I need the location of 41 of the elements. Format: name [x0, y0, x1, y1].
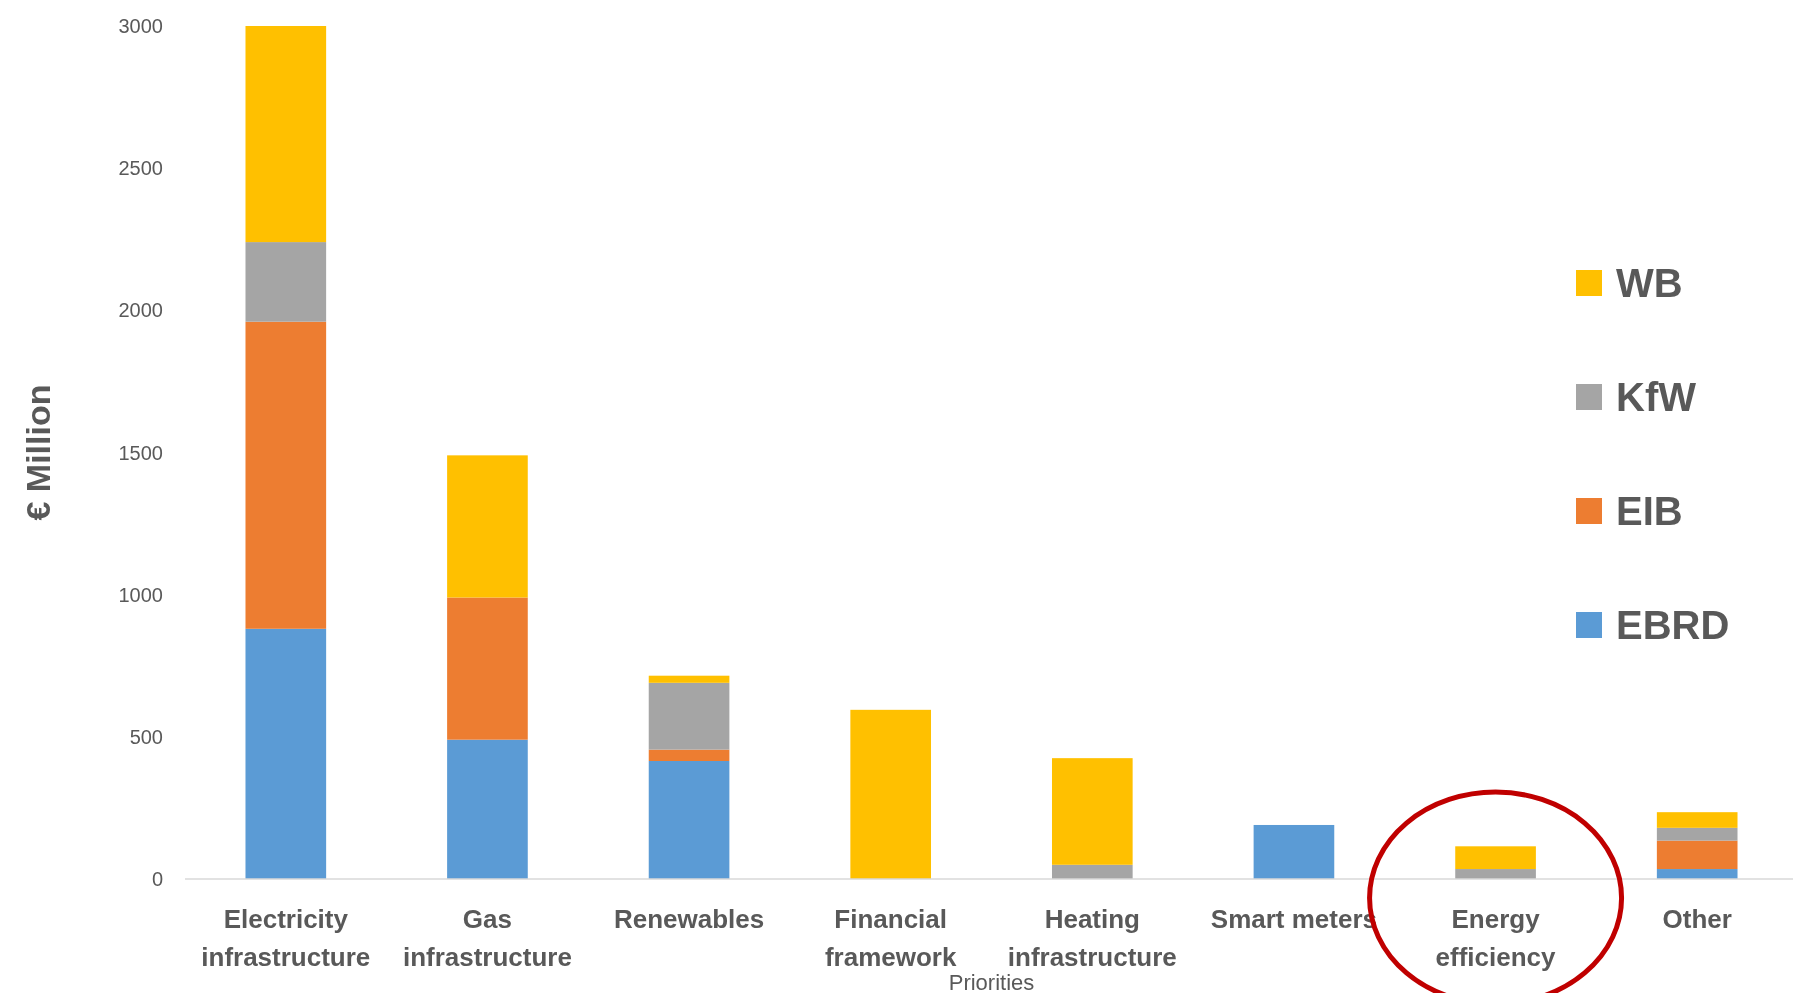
bar: [1253, 824, 1335, 879]
bar: [648, 682, 730, 750]
y-axis-title: € Million: [19, 384, 57, 521]
bar: [447, 739, 528, 879]
bar: [447, 597, 528, 740]
x-tick-label: Other: [1662, 904, 1732, 934]
x-axis-title: Priorities: [948, 970, 1035, 995]
legend-label: EIB: [1616, 489, 1683, 533]
bar: [1656, 869, 1738, 879]
x-tick-label: Electricity infrastructure: [201, 904, 371, 972]
bar: [1656, 827, 1738, 841]
y-tick-label: 0: [151, 868, 163, 890]
y-tick-label: 2500: [118, 157, 163, 180]
y-tick-label: 1500: [118, 441, 163, 464]
x-tick-label: Financial framework: [824, 904, 957, 972]
x-tick-label: Heating infrastructure: [1007, 904, 1177, 972]
bar: [648, 761, 730, 879]
bar: [245, 26, 327, 243]
legend-label: EBRD: [1616, 603, 1730, 647]
y-tick-label: 500: [129, 725, 163, 748]
bar: [648, 749, 730, 761]
bar: [245, 628, 327, 879]
legend-label: WB: [1616, 261, 1683, 305]
bar: [447, 455, 528, 598]
bar: [1656, 840, 1738, 870]
bar: [1455, 846, 1536, 870]
bar: [1051, 864, 1133, 879]
bar: [1051, 758, 1133, 865]
bar: [850, 709, 932, 879]
x-tick-label: Renewables: [613, 904, 765, 934]
y-tick-label: 1000: [118, 583, 163, 606]
bar: [648, 675, 730, 683]
y-tick-label: 2000: [118, 299, 163, 322]
bar: [1656, 812, 1738, 828]
legend-label: KfW: [1616, 375, 1697, 419]
bar: [1455, 869, 1536, 879]
y-tick-label: 3000: [118, 15, 163, 37]
x-tick-label: Energy efficiency: [1435, 904, 1557, 972]
x-tick-label: Gas infrastructure: [402, 904, 572, 972]
bar: [245, 321, 327, 629]
bar: [245, 242, 327, 322]
